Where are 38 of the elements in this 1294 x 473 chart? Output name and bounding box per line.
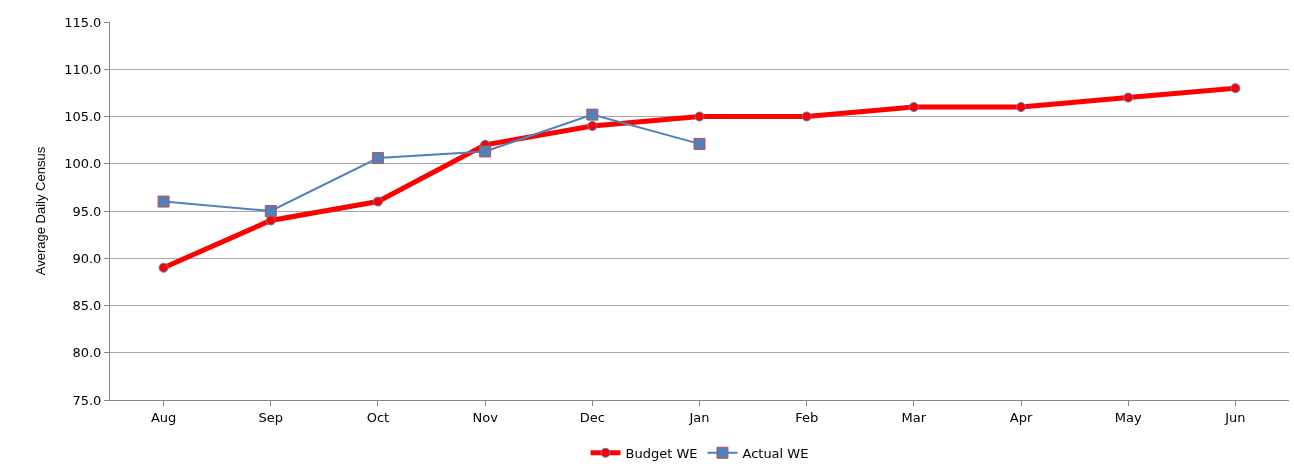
x-tick-label: Aug (150, 409, 177, 425)
y-tick-label: 115.0 (64, 14, 102, 30)
x-tick-label: May (1114, 409, 1142, 425)
point (693, 137, 706, 150)
point (694, 111, 705, 122)
point (479, 145, 492, 158)
point (801, 111, 812, 122)
x-tick-label: Mar (901, 409, 927, 425)
y-tick-label: 90.0 (72, 250, 102, 266)
y-tick-label: 110.0 (64, 61, 102, 77)
y-tick-label: 75.0 (72, 392, 102, 408)
x-tick-label: Nov (472, 409, 499, 425)
point (372, 196, 383, 207)
point (1230, 83, 1241, 94)
x-tick-label: Apr (1009, 409, 1033, 425)
point (158, 262, 169, 273)
point (1016, 102, 1027, 113)
y-tick-label: 95.0 (72, 203, 102, 219)
y-tick-label: 105.0 (64, 109, 102, 125)
x-tick-label: Dec (579, 409, 605, 425)
x-tick-label: Oct (366, 409, 390, 425)
y-tick-label: 100.0 (64, 156, 102, 172)
legend-label: Actual WE (742, 445, 809, 461)
y-tick-label: 80.0 (72, 345, 102, 361)
x-tick-label: Jan (688, 409, 710, 425)
point (587, 120, 598, 131)
x-tick-label: Jun (1224, 409, 1246, 425)
point (264, 205, 277, 217)
point (371, 152, 384, 165)
point (1123, 92, 1134, 103)
x-tick-label: Sep (258, 409, 284, 425)
point (157, 195, 170, 208)
legend-label: Budget WE (625, 445, 698, 461)
point (908, 102, 919, 113)
y-axis-title: Average Daily Census (33, 146, 49, 276)
point (586, 108, 599, 121)
x-tick-label: Feb (795, 409, 819, 425)
y-tick-label: 85.0 (72, 298, 102, 314)
